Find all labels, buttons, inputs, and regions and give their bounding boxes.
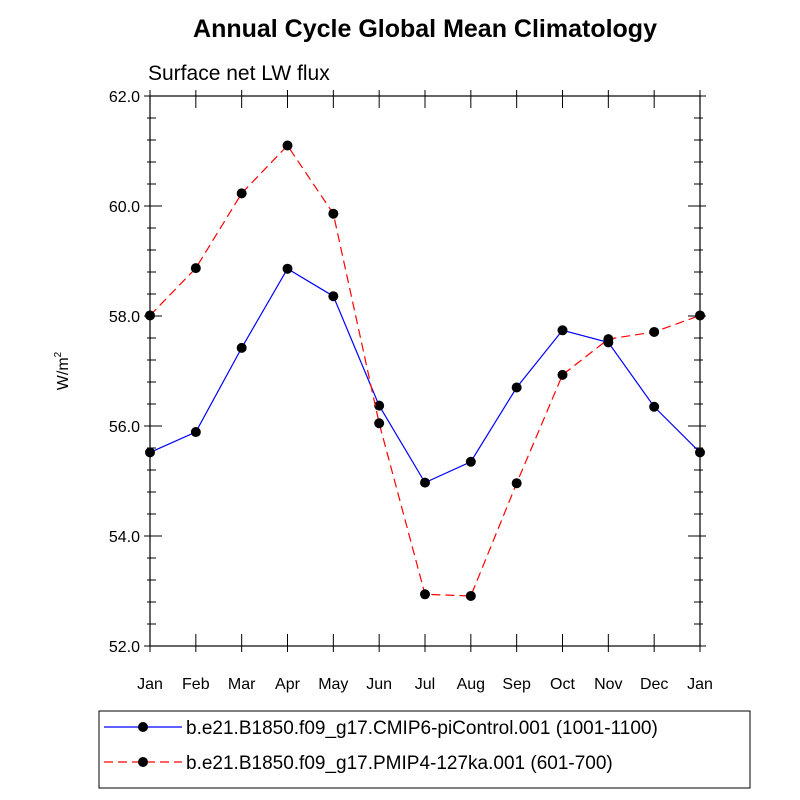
y-tick-label: 54.0 bbox=[109, 529, 140, 546]
legend: b.e21.B1850.f09_g17.CMIP6-piControl.001 … bbox=[104, 718, 658, 774]
series-point bbox=[557, 325, 568, 336]
legend-label: b.e21.B1850.f09_g17.PMIP4-127ka.001 (601… bbox=[186, 753, 613, 774]
series-point bbox=[145, 447, 155, 458]
series-point bbox=[511, 382, 522, 393]
y-tick-label: 60.0 bbox=[109, 199, 140, 216]
series-point bbox=[649, 401, 660, 412]
series-point bbox=[145, 310, 155, 321]
x-tick-label: Mar bbox=[228, 676, 256, 693]
legend-marker bbox=[138, 757, 148, 767]
x-tick-label: Nov bbox=[594, 676, 622, 693]
y-tick-label: 62.0 bbox=[109, 89, 140, 106]
series-point bbox=[557, 369, 568, 380]
series-point bbox=[649, 326, 660, 337]
plot-frame bbox=[149, 95, 701, 647]
x-tick-label: May bbox=[318, 676, 348, 693]
series-point bbox=[374, 418, 385, 429]
series-point bbox=[511, 478, 522, 489]
y-axis-label-superscript: 2 bbox=[53, 351, 64, 357]
x-tick-label: Feb bbox=[182, 676, 210, 693]
y-tick-label: 56.0 bbox=[109, 419, 140, 436]
series-line bbox=[149, 144, 701, 597]
series-point bbox=[328, 291, 339, 302]
x-tick-label: Jan bbox=[687, 676, 713, 693]
series-point bbox=[190, 427, 201, 438]
x-tick-labels: Jan Feb Mar Apr May Jun Jul Aug Sep Oct Nov Dec Jan bbox=[137, 676, 713, 693]
legend-label: b.e21.B1850.f09_g17.CMIP6-piControl.001 … bbox=[186, 718, 658, 739]
series-point bbox=[603, 334, 614, 345]
legend-box bbox=[98, 710, 751, 789]
series-point bbox=[190, 263, 201, 274]
series-point bbox=[420, 589, 430, 600]
series-point bbox=[695, 447, 705, 458]
x-tick-label: Aug bbox=[457, 676, 485, 693]
series-point bbox=[282, 140, 293, 151]
series-line bbox=[149, 267, 701, 484]
x-tick-label: Oct bbox=[550, 676, 575, 693]
legend-marker bbox=[138, 722, 148, 732]
chart-title: Annual Cycle Global Mean Climatology bbox=[193, 15, 657, 43]
chart-subtitle: Surface net LW flux bbox=[148, 62, 330, 85]
axis-ticks bbox=[144, 90, 706, 652]
x-tick-label: Jul bbox=[415, 676, 435, 693]
y-axis-label-unit: W/m bbox=[55, 357, 72, 390]
series-point bbox=[236, 342, 247, 353]
y-axis-label: W/m2 bbox=[53, 351, 72, 390]
y-tick-label: 52.0 bbox=[109, 639, 140, 656]
y-tick-label: 58.0 bbox=[109, 309, 140, 326]
x-tick-label: Jan bbox=[137, 676, 163, 693]
series-point bbox=[328, 208, 339, 219]
series-point bbox=[420, 477, 430, 488]
series-point bbox=[465, 456, 476, 467]
x-tick-label: Sep bbox=[502, 676, 531, 693]
series-point bbox=[465, 590, 476, 601]
y-tick-labels: 52.0 54.0 56.0 58.0 60.0 62.0 bbox=[109, 89, 140, 656]
series-point bbox=[374, 400, 385, 411]
series-point bbox=[695, 310, 705, 321]
x-tick-label: Dec bbox=[640, 676, 668, 693]
series-point bbox=[236, 188, 247, 199]
x-tick-label: Jun bbox=[366, 676, 392, 693]
x-tick-label: Apr bbox=[275, 676, 301, 693]
series-layer bbox=[145, 140, 705, 601]
series-point bbox=[282, 263, 293, 274]
